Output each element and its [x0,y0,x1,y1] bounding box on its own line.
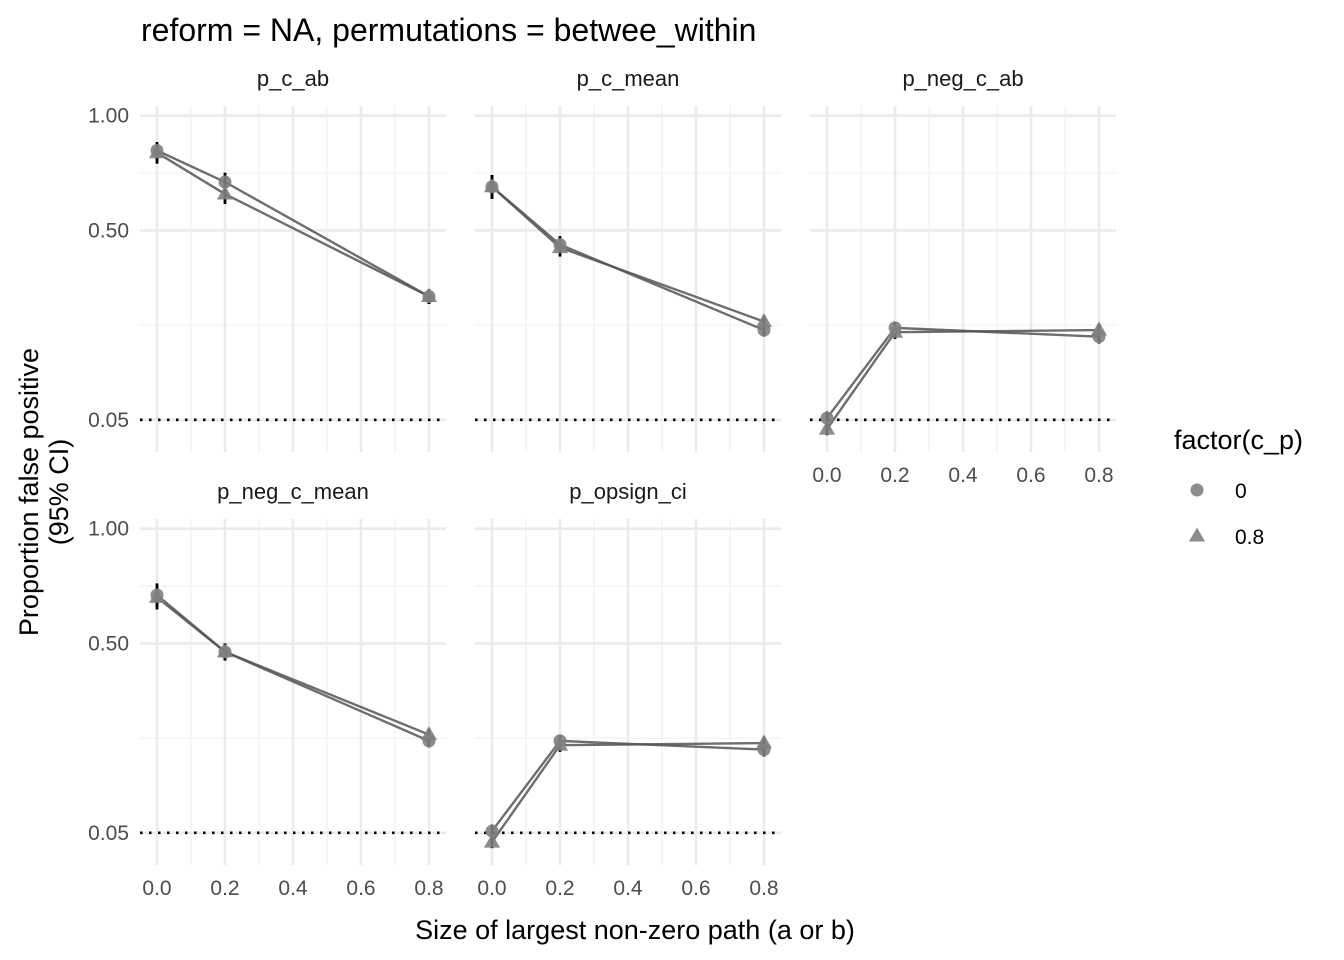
y-tick-label: 0.50 [88,632,129,655]
facet-panels: p_c_ab 0.05 0.50 1.00 p_c_mean p_neg_c_ab 0.0 0… [88,66,1116,900]
x-tick-label: 0.6 [346,877,375,900]
y-tick-label: 1.00 [88,105,129,128]
gridlines [475,519,781,865]
x-tick-label: 0.2 [545,877,574,900]
facet-strip-label: p_neg_c_mean [217,479,369,504]
x-tick-label: 0.6 [1016,464,1045,487]
panel-p-c-ab: p_c_ab 0.05 0.50 1.00 [88,66,446,452]
x-tick-label: 0.2 [210,877,239,900]
data-point-triangle [483,833,501,848]
y-tick-label: 0.50 [88,219,129,242]
facet-strip-label: p_neg_c_ab [902,66,1023,91]
y-tick-label: 0.05 [88,409,129,432]
x-tick-label: 0.0 [812,464,841,487]
data-point-triangle [755,313,773,328]
y-tick-label: 1.00 [88,518,129,541]
legend-title: factor(c_p) [1174,425,1303,455]
gridlines [810,106,1116,452]
data-point-triangle [483,178,501,193]
x-tick-label: 0.6 [681,877,710,900]
data-point-triangle [148,144,166,159]
legend-label: 0 [1235,480,1247,503]
gridlines [140,519,446,865]
panel-p-neg-c-mean: p_neg_c_mean 0.05 0.50 1.00 0.0 0.2 0.4 0.6 0.8 [88,479,446,900]
legend: factor(c_p) 0 0.8 [1174,425,1303,549]
facet-strip-label: p_c_ab [257,66,329,91]
data-point-triangle [216,643,234,658]
y-axis-title: Proportion false positive (95% CI) [14,348,74,636]
x-tick-label: 0.0 [142,877,171,900]
data-point-triangle [551,736,569,751]
x-tick-label: 0.4 [278,877,308,900]
x-tick-label: 0.4 [613,877,643,900]
data-point-triangle [420,287,438,302]
legend-key-circle [1190,483,1204,497]
data-point-circle [485,824,499,838]
data-point-circle [218,175,232,189]
x-tick-label: 0.0 [477,877,506,900]
data-point-triangle [551,239,569,254]
data-point-triangle [1090,321,1108,336]
y-axis-title-line-2: (95% CI) [44,439,74,546]
x-tick-label: 0.8 [749,877,778,900]
chart-title: reform = NA, permutations = betwee_withi… [141,12,756,48]
x-tick-label: 0.8 [414,877,443,900]
x-axis-title: Size of largest non-zero path (a or b) [415,915,855,945]
y-axis-title-line-1: Proportion false positive [14,348,44,636]
data-point-triangle [420,726,438,741]
panel-p-c-mean: p_c_mean [475,66,781,452]
data-point-triangle [886,323,904,338]
data-point-triangle [755,734,773,749]
facet-strip-label: p_opsign_ci [569,479,686,504]
legend-label: 0.8 [1235,526,1264,549]
data-point-triangle [216,185,234,200]
facet-strip-label: p_c_mean [577,66,680,91]
y-tick-label: 0.05 [88,822,129,845]
panel-p-opsign-ci: p_opsign_ci 0.0 0.2 0.4 0.6 0.8 [475,479,781,900]
x-tick-label: 0.2 [880,464,909,487]
data-point-triangle [818,420,836,435]
x-tick-label: 0.4 [948,464,978,487]
data-point-circle [820,411,834,425]
legend-key-triangle [1188,527,1206,542]
gridlines [475,106,781,452]
x-tick-label: 0.8 [1084,464,1113,487]
data-point-triangle [148,588,166,603]
panel-p-neg-c-ab: p_neg_c_ab 0.0 0.2 0.4 0.6 0.8 [810,66,1116,487]
